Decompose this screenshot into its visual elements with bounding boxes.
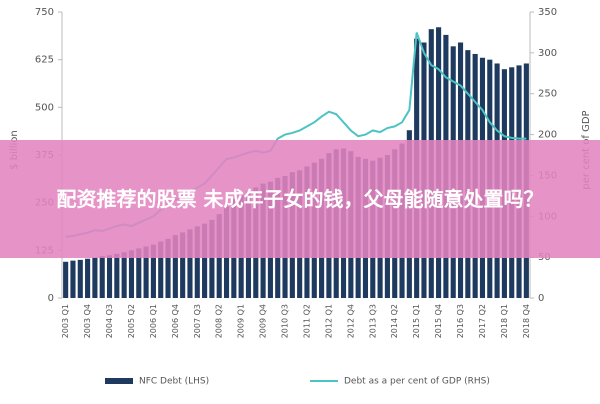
bar: [194, 226, 200, 298]
x-tick-label: 2015 Q4: [434, 304, 443, 338]
y-tick-label: 750: [35, 7, 54, 18]
x-tick-label: 2009 Q4: [259, 304, 268, 338]
y-tick-label: 0: [48, 293, 54, 304]
y-tick-label: 625: [35, 55, 54, 66]
x-tick-label: 2006 Q1: [149, 304, 158, 338]
banner: 配资推荐的股票 未成年子女的钱，父母能随意处置吗？: [0, 140, 600, 258]
y2-tick-label: 300: [538, 48, 557, 59]
bar: [165, 238, 171, 298]
bar: [70, 260, 76, 298]
bar: [106, 255, 113, 298]
y2-tick-label: 250: [538, 89, 557, 100]
bar: [121, 252, 127, 298]
bar: [180, 232, 186, 298]
x-tick-label: 2004 Q3: [105, 304, 114, 338]
bar: [128, 250, 135, 298]
x-tick-label: 2013 Q3: [368, 304, 377, 338]
legend-swatch: [105, 378, 133, 384]
x-tick-label: 2018 Q1: [500, 304, 509, 338]
legend-label: NFC Debt (LHS): [139, 377, 209, 387]
bar: [187, 229, 193, 298]
x-tick-label: 2010 Q3: [281, 304, 290, 338]
bar: [99, 256, 105, 298]
bar: [63, 261, 69, 298]
y2-tick-label: 350: [538, 7, 557, 18]
bar: [143, 246, 149, 298]
x-tick-label: 2006 Q4: [171, 304, 180, 338]
x-tick-label: 2007 Q3: [193, 304, 202, 338]
bar: [114, 253, 120, 298]
bar: [202, 223, 208, 298]
x-tick-label: 2005 Q2: [127, 304, 136, 338]
bar: [158, 241, 164, 298]
legend-label: Debt as a per cent of GDP (RHS): [344, 377, 490, 387]
bar: [150, 244, 156, 298]
x-tick-label: 2012 Q1: [324, 304, 333, 338]
y2-tick-label: 200: [538, 130, 557, 141]
x-tick-label: 2018 Q4: [522, 304, 531, 338]
bar: [209, 219, 215, 298]
y-tick-label: 500: [35, 102, 54, 113]
bar: [85, 258, 91, 298]
x-tick-label: 2003 Q1: [61, 304, 70, 338]
x-tick-label: 2016 Q3: [456, 304, 465, 338]
x-tick-label: 2015 Q1: [412, 304, 421, 338]
bar: [92, 257, 98, 298]
x-tick-label: 2003 Q4: [83, 304, 92, 338]
x-tick-label: 2014 Q2: [390, 304, 399, 338]
x-tick-label: 2017 Q2: [478, 304, 487, 338]
x-tick-label: 2009 Q1: [237, 304, 246, 338]
x-tick-label: 2012 Q4: [346, 304, 355, 338]
x-tick-label: 2008 Q2: [215, 304, 224, 338]
x-tick-label: 2011 Q2: [302, 304, 311, 338]
y2-tick-label: 0: [538, 293, 544, 304]
bar: [136, 248, 142, 298]
bar: [172, 235, 178, 298]
bar: [77, 259, 83, 298]
